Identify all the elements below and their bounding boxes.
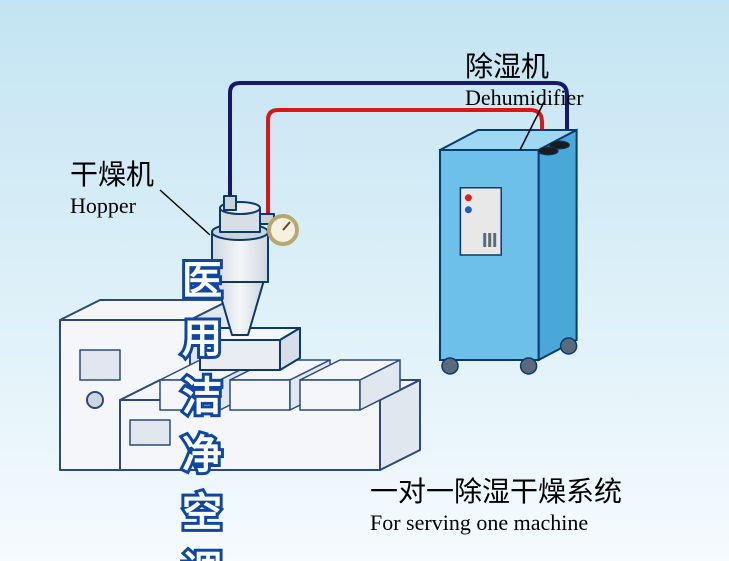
dehumidifier-unit <box>440 130 577 374</box>
dehumidifier-label: 除湿机 Dehumidifier <box>465 45 584 111</box>
diagram-canvas: 干燥机 Hopper 除湿机 Dehumidifier 一对一除湿干燥系统 Fo… <box>0 0 729 561</box>
hopper-label: 干燥机 Hopper <box>70 153 154 219</box>
hopper-label-en: Hopper <box>70 193 154 219</box>
overlay-title-fill: 医用洁净空调机组 <box>182 248 224 561</box>
system-label-en: For serving one machine <box>370 510 622 536</box>
dehumidifier-label-en: Dehumidifier <box>465 85 584 111</box>
system-label-zh: 一对一除湿干燥系统 <box>370 470 622 510</box>
dehumidifier-label-zh: 除湿机 <box>465 45 584 85</box>
system-label: 一对一除湿干燥系统 For serving one machine <box>370 470 622 536</box>
hopper-label-zh: 干燥机 <box>70 153 154 193</box>
